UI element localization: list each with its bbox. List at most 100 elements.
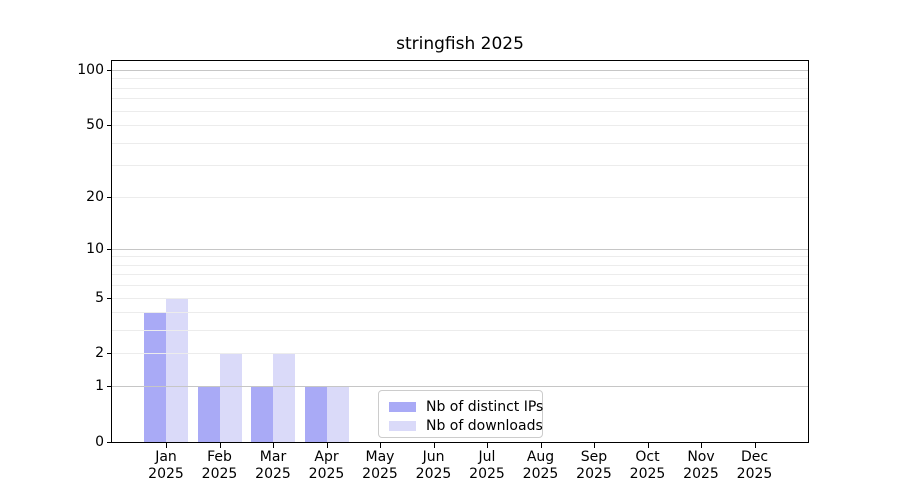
month-label: Aug bbox=[526, 449, 555, 465]
month-label: Apr bbox=[314, 449, 339, 465]
minor-gridline-y70 bbox=[112, 98, 808, 100]
year-label: 2025 bbox=[576, 466, 612, 482]
x-axis-tick bbox=[754, 443, 756, 448]
y-axis-tick bbox=[107, 386, 112, 388]
x-axis-tick bbox=[380, 443, 381, 448]
minor-gridline-y7 bbox=[112, 274, 808, 276]
y-axis-tick bbox=[107, 196, 112, 198]
year-label: 2025 bbox=[522, 466, 559, 482]
y-axis-tick bbox=[107, 297, 112, 299]
minor-gridline-y8 bbox=[112, 264, 808, 266]
month-label: Sep bbox=[580, 449, 608, 465]
chart-title: stringfish 2025 bbox=[396, 34, 524, 54]
x-axis-tick-label: Feb 2025 bbox=[190, 449, 250, 483]
legend-entry-distinct-ips: Nb of distinct IPs bbox=[389, 397, 543, 416]
x-axis-tick-label: Dec 2025 bbox=[725, 449, 785, 483]
minor-gridline-y90 bbox=[112, 78, 808, 80]
month-label: May bbox=[365, 449, 395, 465]
x-axis-tick bbox=[540, 443, 542, 448]
legend-swatch-downloads bbox=[389, 420, 416, 431]
y-axis-tick-label: 50 bbox=[86, 117, 104, 134]
y-axis-tick bbox=[107, 125, 112, 127]
bar-downloads bbox=[166, 297, 188, 442]
month-label: Mar bbox=[259, 449, 287, 465]
x-axis-tick bbox=[219, 443, 221, 448]
y-axis-tick-label: 0 bbox=[95, 434, 104, 450]
bar-downloads bbox=[273, 353, 295, 442]
x-axis-tick-label: Sep 2025 bbox=[564, 449, 624, 483]
x-axis-tick bbox=[594, 443, 595, 448]
minor-gridline-y5 bbox=[112, 297, 808, 299]
minor-gridline-y6 bbox=[112, 285, 808, 287]
month-label: Nov bbox=[687, 449, 715, 465]
minor-gridline-y80 bbox=[112, 87, 808, 89]
major-gridline-y1 bbox=[112, 386, 808, 388]
year-label: 2025 bbox=[148, 466, 184, 482]
year-label: 2025 bbox=[308, 466, 345, 482]
minor-gridline-y2 bbox=[112, 353, 808, 355]
y-axis-tick bbox=[107, 70, 112, 71]
bar-downloads bbox=[326, 386, 349, 442]
minor-gridline-y9 bbox=[112, 256, 808, 258]
year-label: 2025 bbox=[201, 466, 238, 482]
major-gridline-y100 bbox=[112, 70, 808, 71]
year-label: 2025 bbox=[683, 466, 719, 482]
x-axis-tick-label: Aug 2025 bbox=[511, 449, 571, 483]
year-label: 2025 bbox=[255, 466, 291, 482]
plot-area bbox=[111, 60, 809, 443]
x-axis-tick-label: Mar 2025 bbox=[243, 449, 303, 483]
minor-gridline-y3 bbox=[112, 330, 808, 332]
month-label: Dec bbox=[740, 449, 769, 465]
bar-distinct-ips bbox=[144, 312, 166, 442]
legend-swatch-distinct-ips bbox=[389, 401, 416, 412]
y-axis-tick-label: 20 bbox=[86, 188, 104, 205]
y-axis-tick-label: 10 bbox=[86, 240, 104, 257]
y-axis-tick bbox=[107, 442, 112, 443]
x-axis-tick bbox=[166, 443, 167, 448]
x-axis-tick-label: May 2025 bbox=[350, 449, 410, 483]
minor-gridline-y4 bbox=[112, 312, 808, 314]
x-axis-tick bbox=[701, 443, 702, 448]
legend-label-downloads: Nb of downloads bbox=[426, 417, 543, 434]
month-label: Oct bbox=[635, 449, 660, 465]
legend-entry-downloads: Nb of downloads bbox=[389, 416, 543, 435]
minor-gridline-y20 bbox=[112, 196, 808, 198]
legend: Nb of distinct IPs Nb of downloads bbox=[378, 390, 543, 438]
minor-gridline-y30 bbox=[112, 165, 808, 167]
year-label: 2025 bbox=[736, 466, 773, 482]
year-label: 2025 bbox=[415, 466, 452, 482]
month-label: Jun bbox=[422, 449, 445, 465]
bar-downloads bbox=[219, 353, 242, 442]
year-label: 2025 bbox=[629, 466, 666, 482]
month-label: Jan bbox=[155, 449, 177, 465]
minor-gridline-y40 bbox=[112, 142, 808, 144]
month-label: Jul bbox=[478, 449, 496, 465]
x-axis-tick bbox=[433, 443, 435, 448]
y-axis-tick bbox=[107, 353, 112, 355]
y-axis-tick-label: 5 bbox=[95, 289, 104, 306]
x-axis-tick bbox=[273, 443, 274, 448]
minor-gridline-y50 bbox=[112, 125, 808, 127]
x-axis-tick-label: Oct 2025 bbox=[618, 449, 678, 483]
x-axis-tick-label: Jul 2025 bbox=[457, 449, 517, 483]
bar-distinct-ips bbox=[197, 386, 220, 442]
year-label: 2025 bbox=[469, 466, 505, 482]
month-label: Feb bbox=[207, 449, 232, 465]
x-axis-tick-label: Jan 2025 bbox=[136, 449, 196, 483]
bar-distinct-ips bbox=[304, 386, 327, 442]
y-axis-tick-label: 1 bbox=[95, 378, 104, 395]
y-axis-tick-label: 100 bbox=[77, 62, 104, 78]
x-axis-tick bbox=[647, 443, 649, 448]
x-axis-tick bbox=[326, 443, 328, 448]
y-axis-tick bbox=[107, 248, 112, 250]
x-axis-tick-label: Nov 2025 bbox=[671, 449, 731, 483]
x-axis-tick bbox=[487, 443, 488, 448]
year-label: 2025 bbox=[362, 466, 398, 482]
major-gridline-y10 bbox=[112, 248, 808, 250]
bar-distinct-ips bbox=[251, 386, 273, 442]
x-axis-tick-label: Jun 2025 bbox=[404, 449, 464, 483]
legend-label-distinct-ips: Nb of distinct IPs bbox=[426, 398, 544, 415]
y-axis-tick-label: 2 bbox=[95, 345, 104, 362]
x-axis-tick-label: Apr 2025 bbox=[297, 449, 357, 483]
